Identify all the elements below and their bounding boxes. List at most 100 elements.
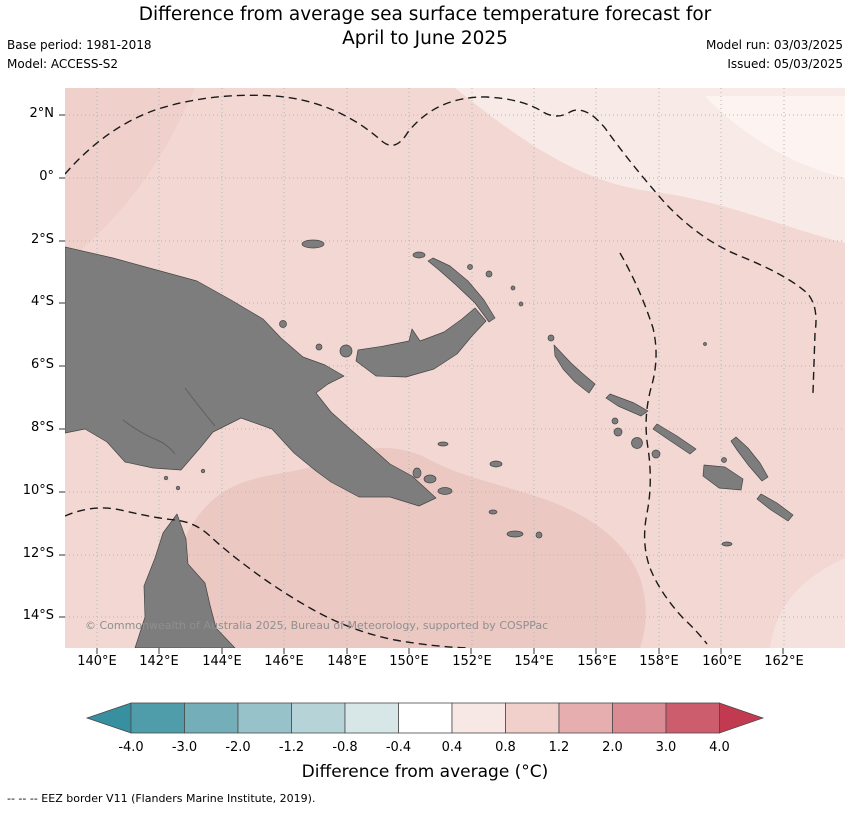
land-woodlark <box>489 460 503 468</box>
cb-tick-neg1-2: -1.2 <box>278 740 305 755</box>
eez-border-australia-png <box>65 507 471 648</box>
land-karkar <box>279 320 287 328</box>
lon-label-162e: 162°E <box>764 654 804 669</box>
land-bougainville <box>553 344 596 394</box>
cb-tick-neg0-8: -0.8 <box>332 740 358 755</box>
land-vella <box>611 417 619 425</box>
eez-border-north <box>65 94 817 394</box>
copyright-text: © Commonwealth of Australia 2025, Bureau… <box>85 619 549 632</box>
lon-label-154e: 154°E <box>514 654 554 669</box>
lon-label-160e: 160°E <box>702 654 742 669</box>
land-layer <box>65 239 794 648</box>
cb-tick-1-2: 1.2 <box>548 740 570 755</box>
fly-river <box>122 419 176 455</box>
land-buka <box>547 334 555 342</box>
sea-shade-topleft <box>65 88 195 263</box>
colorbar-seg-1 <box>130 702 185 734</box>
land-santa-isabel <box>652 423 697 455</box>
land-trobriand <box>437 441 449 447</box>
land-guadalcanal <box>702 464 744 491</box>
land-new-georgia-1 <box>613 427 623 437</box>
land-normanby <box>437 487 453 495</box>
land-tanga <box>510 285 516 291</box>
river-layer <box>122 387 216 455</box>
colorbar-seg-9 <box>558 702 613 734</box>
colorbar-canvas <box>85 702 765 734</box>
lon-label-156e: 156°E <box>577 654 617 669</box>
land-rossel <box>535 531 543 539</box>
land-rennell <box>721 541 733 547</box>
colorbar-seg-7 <box>451 702 506 734</box>
land-goodenough <box>412 467 422 479</box>
colorbar-seg-4 <box>291 702 346 734</box>
lon-label-140e: 140°E <box>77 654 117 669</box>
lon-label-142e: 142°E <box>139 654 179 669</box>
land-new-georgia-2 <box>631 437 643 449</box>
colorbar-seg-10 <box>612 702 667 734</box>
model-text: Model: ACCESS-S2 <box>7 57 119 71</box>
colorbar-arrow-right <box>719 702 765 734</box>
lat-label-2n: 2°N <box>29 106 55 121</box>
lat-label-2s: 2°S <box>30 232 54 247</box>
lon-label-152e: 152°E <box>452 654 492 669</box>
land-florida-islands <box>721 457 727 463</box>
land-umboi <box>339 344 353 358</box>
land-lihir <box>485 270 493 278</box>
land-tagula <box>506 530 524 538</box>
map-canvas <box>59 88 845 654</box>
land-malaita <box>730 436 769 482</box>
land-misima <box>488 509 498 515</box>
land-manus <box>301 239 325 249</box>
cb-tick-0-8: 0.8 <box>495 740 516 755</box>
cb-tick-2-0: 2.0 <box>602 740 623 755</box>
cb-tick-4-0: 4.0 <box>709 740 730 755</box>
model-run-text: Model run: 03/03/2025 <box>705 38 843 52</box>
eez-layer <box>65 94 817 648</box>
page-title: Difference from average sea surface temp… <box>0 3 850 51</box>
sea-shade-bottomright <box>770 558 845 648</box>
colorbar-label: Difference from average (°C) <box>301 762 549 782</box>
axis-ticks <box>59 114 784 654</box>
colorbar-seg-11 <box>665 702 720 734</box>
cb-tick-0-4: 0.4 <box>441 740 463 755</box>
land-new-ireland <box>427 257 496 323</box>
land-new-hanover <box>412 251 426 259</box>
land-new-guinea <box>65 246 437 507</box>
lat-label-6s: 6°S <box>30 357 54 372</box>
eez-border-png-solomons <box>619 252 708 645</box>
land-torres-island-1 <box>163 475 169 481</box>
colorbar-arrow-left <box>85 702 132 734</box>
cb-tick-3-0: 3.0 <box>655 740 677 755</box>
cb-tick-neg0-4: -0.4 <box>385 740 412 755</box>
lon-label-148e: 148°E <box>327 654 367 669</box>
lon-label-150e: 150°E <box>389 654 429 669</box>
land-choiseul <box>605 393 649 417</box>
issued-text: Issued: 05/03/2025 <box>727 57 843 71</box>
land-new-britain <box>355 307 487 378</box>
lat-label-10s: 10°S <box>22 483 54 498</box>
land-new-georgia-3 <box>651 449 661 459</box>
cb-tick-neg3: -3.0 <box>171 740 198 755</box>
land-makira <box>756 493 794 522</box>
meta-right: Model run: 03/03/2025 Issued: 05/03/2025 <box>706 36 843 74</box>
sea-shade-topright-white <box>705 96 845 178</box>
base-period-text: Base period: 1981-2018 <box>7 38 152 52</box>
cb-tick-neg2: -2.0 <box>225 740 251 755</box>
colorbar: -4.0 -3.0 -2.0 -1.2 -0.8 -0.4 0.4 0.8 1.… <box>0 700 850 795</box>
lon-label-146e: 146°E <box>264 654 304 669</box>
sea-shade-coralsea-dark <box>160 447 646 648</box>
cb-tick-neg4: -4.0 <box>118 740 144 755</box>
colorbar-seg-8 <box>505 702 560 734</box>
colorbar-seg-6 <box>398 702 453 734</box>
lon-label-144e: 144°E <box>202 654 242 669</box>
land-torres-island-2 <box>175 485 181 491</box>
land-tabar <box>467 264 473 270</box>
meta-left: Base period: 1981-2018 Model: ACCESS-S2 <box>7 36 152 74</box>
lon-label-158e: 158°E <box>639 654 679 669</box>
title-line-1: Difference from average sea surface temp… <box>138 4 712 25</box>
colorbar-seg-5 <box>344 702 399 734</box>
colorbar-seg-2 <box>184 702 239 734</box>
land-cape-york <box>134 513 236 648</box>
lat-label-8s: 8°S <box>30 420 54 435</box>
